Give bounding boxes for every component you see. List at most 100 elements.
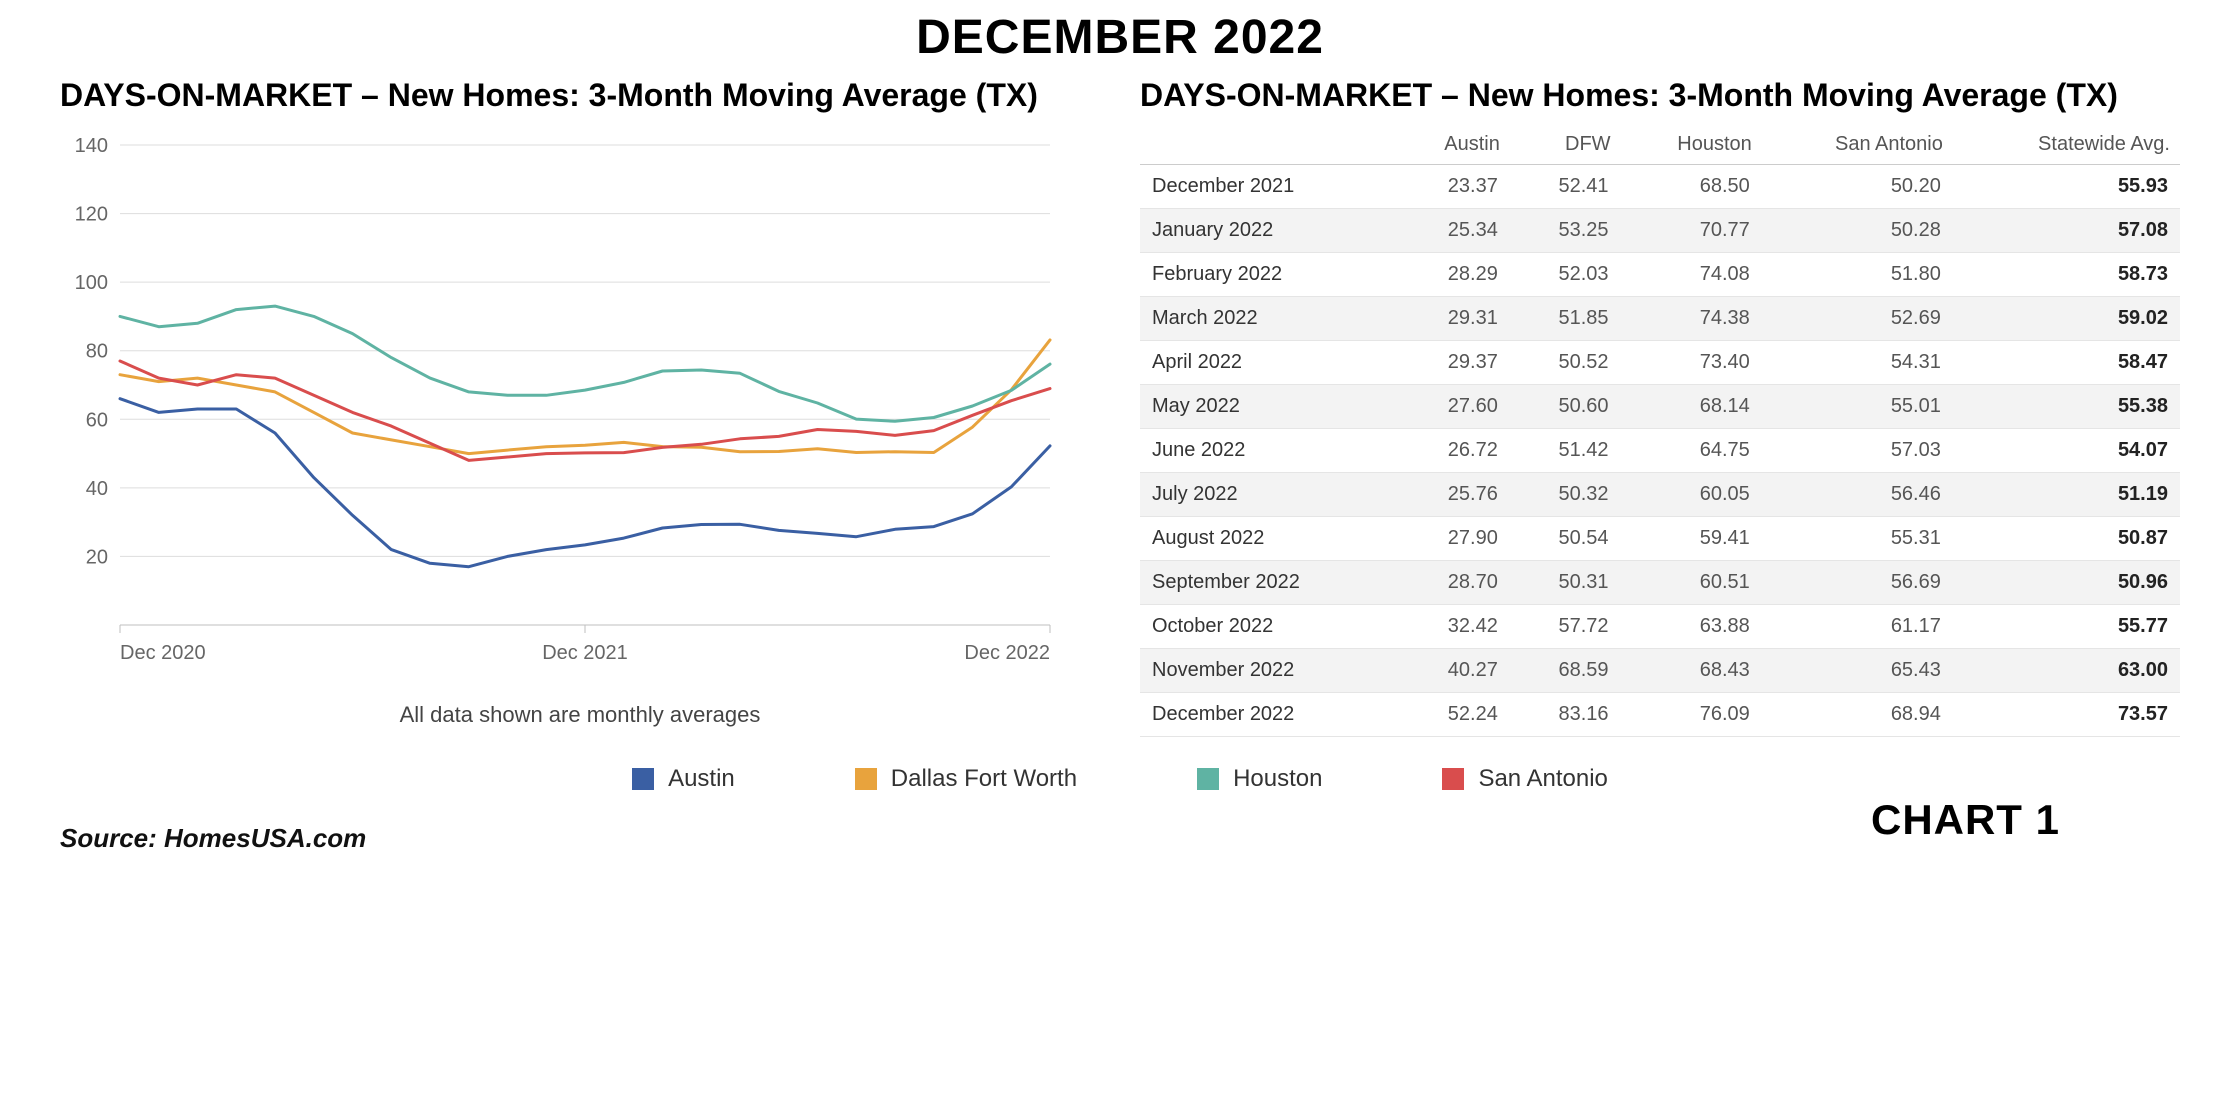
chart-subcaption: All data shown are monthly averages xyxy=(60,702,1100,728)
table-row: November 202240.2768.5968.4365.4363.00 xyxy=(1140,649,2180,693)
table-cell-value: 68.94 xyxy=(1762,693,1953,737)
table-cell-value: 60.51 xyxy=(1621,561,1762,605)
table-cell-value: 23.37 xyxy=(1397,165,1510,209)
svg-text:20: 20 xyxy=(86,546,108,568)
legend-swatch-icon xyxy=(855,768,877,790)
table-row: October 202232.4257.7263.8861.1755.77 xyxy=(1140,605,2180,649)
table-header-austin: Austin xyxy=(1397,125,1510,165)
table-cell-period: December 2021 xyxy=(1140,165,1397,209)
table-cell-value: 55.38 xyxy=(1953,385,2180,429)
table-cell-period: January 2022 xyxy=(1140,209,1397,253)
table-cell-value: 50.32 xyxy=(1510,473,1621,517)
table-cell-value: 60.05 xyxy=(1621,473,1762,517)
table-row: September 202228.7050.3160.5156.6950.96 xyxy=(1140,561,2180,605)
table-cell-period: July 2022 xyxy=(1140,473,1397,517)
legend-item-dallas-fort-worth: Dallas Fort Worth xyxy=(855,765,1077,793)
table-row: February 202228.2952.0374.0851.8058.73 xyxy=(1140,253,2180,297)
table-cell-value: 59.02 xyxy=(1953,297,2180,341)
table-cell-value: 61.17 xyxy=(1762,605,1953,649)
legend-label: Houston xyxy=(1233,765,1322,793)
table-cell-period: November 2022 xyxy=(1140,649,1397,693)
chart-panel-title: DAYS-ON-MARKET – New Homes: 3-Month Movi… xyxy=(60,75,1100,115)
table-cell-value: 54.31 xyxy=(1762,341,1953,385)
table-cell-period: December 2022 xyxy=(1140,693,1397,737)
source-text: Source: HomesUSA.com xyxy=(60,823,2180,854)
table-cell-value: 55.93 xyxy=(1953,165,2180,209)
chart-number-label: CHART 1 xyxy=(1871,796,2060,844)
table-header-dfw: DFW xyxy=(1510,125,1621,165)
series-line-austin xyxy=(120,399,1050,567)
svg-text:120: 120 xyxy=(75,204,108,226)
table-cell-value: 52.41 xyxy=(1510,165,1621,209)
chart-svg: 20406080100120140Dec 2020Dec 2021Dec 202… xyxy=(60,125,1080,685)
table-cell-value: 52.69 xyxy=(1762,297,1953,341)
series-line-houston xyxy=(120,306,1050,421)
table-cell-value: 50.96 xyxy=(1953,561,2180,605)
table-cell-period: April 2022 xyxy=(1140,341,1397,385)
table-cell-value: 74.38 xyxy=(1621,297,1762,341)
table-cell-value: 59.41 xyxy=(1621,517,1762,561)
table-panel: DAYS-ON-MARKET – New Homes: 3-Month Movi… xyxy=(1140,75,2180,737)
table-header-period xyxy=(1140,125,1397,165)
table-cell-value: 56.69 xyxy=(1762,561,1953,605)
table-cell-period: May 2022 xyxy=(1140,385,1397,429)
table-header-statewide-avg-: Statewide Avg. xyxy=(1953,125,2180,165)
table-row: December 202123.3752.4168.5050.2055.93 xyxy=(1140,165,2180,209)
table-cell-value: 50.87 xyxy=(1953,517,2180,561)
table-cell-period: September 2022 xyxy=(1140,561,1397,605)
table-cell-value: 68.14 xyxy=(1621,385,1762,429)
table-cell-value: 68.50 xyxy=(1621,165,1762,209)
table-row: June 202226.7251.4264.7557.0354.07 xyxy=(1140,429,2180,473)
table-cell-value: 51.42 xyxy=(1510,429,1621,473)
table-header-san-antonio: San Antonio xyxy=(1762,125,1953,165)
table-cell-value: 29.37 xyxy=(1397,341,1510,385)
table-row: August 202227.9050.5459.4155.3150.87 xyxy=(1140,517,2180,561)
svg-text:Dec 2022: Dec 2022 xyxy=(964,642,1050,664)
table-cell-value: 76.09 xyxy=(1621,693,1762,737)
table-cell-value: 50.52 xyxy=(1510,341,1621,385)
data-table: AustinDFWHoustonSan AntonioStatewide Avg… xyxy=(1140,125,2180,737)
table-cell-value: 65.43 xyxy=(1762,649,1953,693)
chart-legend: Austin Dallas Fort Worth Houston San Antoni… xyxy=(60,765,2180,793)
table-cell-value: 25.76 xyxy=(1397,473,1510,517)
svg-text:Dec 2021: Dec 2021 xyxy=(542,642,628,664)
table-cell-value: 55.77 xyxy=(1953,605,2180,649)
table-row: April 202229.3750.5273.4054.3158.47 xyxy=(1140,341,2180,385)
table-cell-period: October 2022 xyxy=(1140,605,1397,649)
table-cell-value: 50.28 xyxy=(1762,209,1953,253)
table-row: January 202225.3453.2570.7750.2857.08 xyxy=(1140,209,2180,253)
table-cell-value: 63.88 xyxy=(1621,605,1762,649)
table-cell-value: 28.29 xyxy=(1397,253,1510,297)
chart-panel: DAYS-ON-MARKET – New Homes: 3-Month Movi… xyxy=(60,75,1100,737)
table-cell-value: 40.27 xyxy=(1397,649,1510,693)
legend-label: Austin xyxy=(668,765,735,793)
svg-text:100: 100 xyxy=(75,272,108,294)
legend-swatch-icon xyxy=(632,768,654,790)
table-row: May 202227.6050.6068.1455.0155.38 xyxy=(1140,385,2180,429)
table-cell-value: 26.72 xyxy=(1397,429,1510,473)
table-cell-value: 55.31 xyxy=(1762,517,1953,561)
table-cell-value: 50.20 xyxy=(1762,165,1953,209)
svg-text:140: 140 xyxy=(75,135,108,157)
table-cell-value: 57.08 xyxy=(1953,209,2180,253)
series-line-dallas-fort-worth xyxy=(120,340,1050,454)
table-cell-value: 28.70 xyxy=(1397,561,1510,605)
svg-text:Dec 2020: Dec 2020 xyxy=(120,642,206,664)
legend-label: San Antonio xyxy=(1478,765,1607,793)
table-header-houston: Houston xyxy=(1621,125,1762,165)
svg-text:80: 80 xyxy=(86,341,108,363)
legend-item-san-antonio: San Antonio xyxy=(1442,765,1607,793)
line-chart: 20406080100120140Dec 2020Dec 2021Dec 202… xyxy=(60,125,1100,690)
table-panel-title: DAYS-ON-MARKET – New Homes: 3-Month Movi… xyxy=(1140,75,2180,115)
table-cell-value: 50.54 xyxy=(1510,517,1621,561)
table-cell-value: 51.80 xyxy=(1762,253,1953,297)
table-cell-value: 83.16 xyxy=(1510,693,1621,737)
table-cell-value: 32.42 xyxy=(1397,605,1510,649)
table-cell-period: February 2022 xyxy=(1140,253,1397,297)
legend-swatch-icon xyxy=(1442,768,1464,790)
legend-label: Dallas Fort Worth xyxy=(891,765,1077,793)
table-cell-value: 27.90 xyxy=(1397,517,1510,561)
table-cell-value: 51.19 xyxy=(1953,473,2180,517)
table-row: December 202252.2483.1676.0968.9473.57 xyxy=(1140,693,2180,737)
table-cell-value: 57.72 xyxy=(1510,605,1621,649)
